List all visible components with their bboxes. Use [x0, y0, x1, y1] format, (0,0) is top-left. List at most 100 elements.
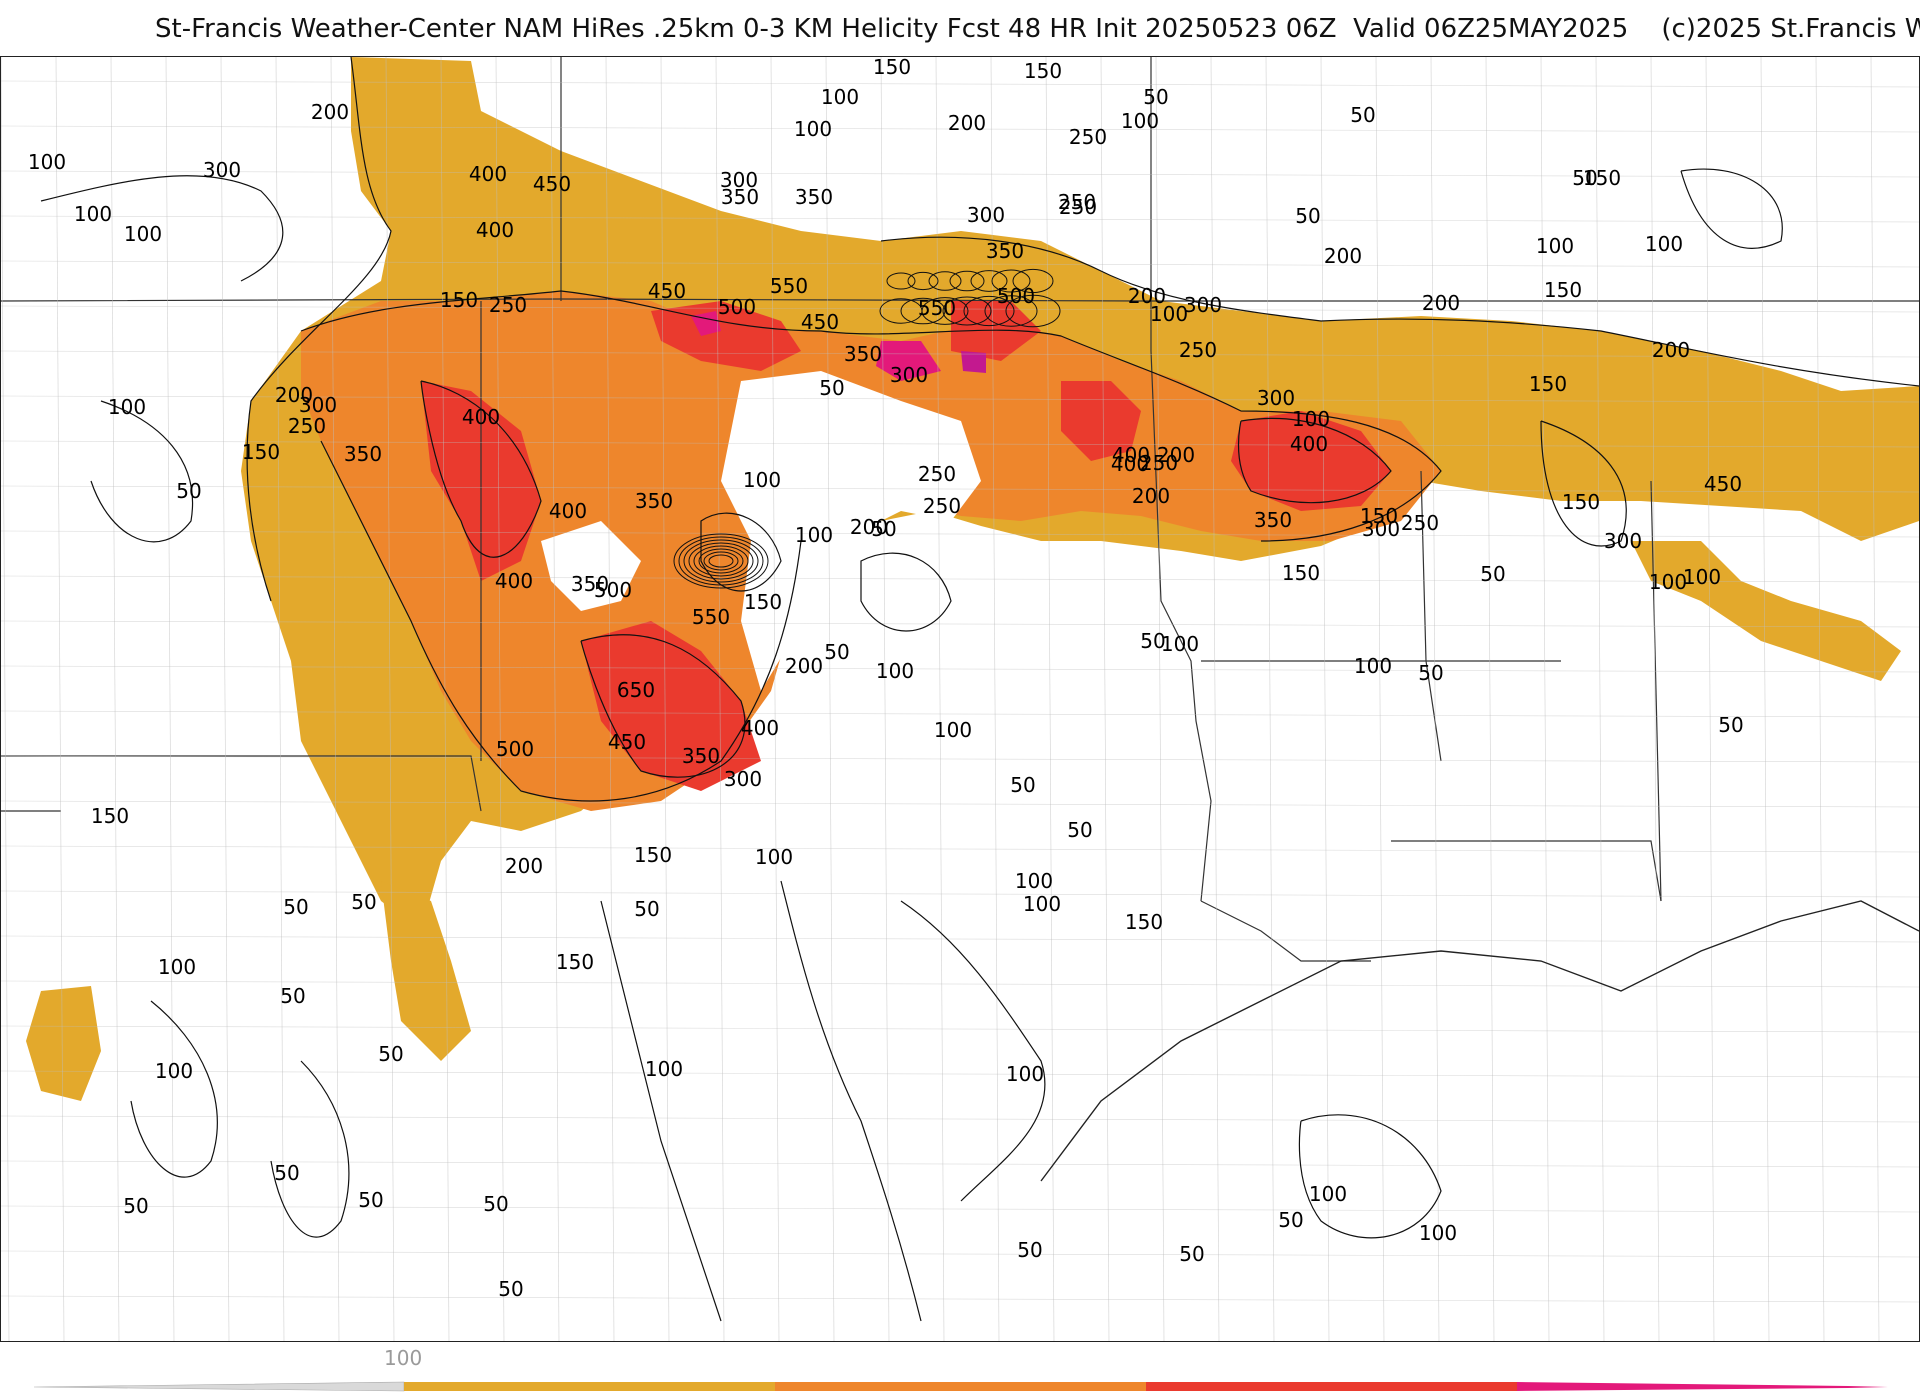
contour-label: 50 [1480, 562, 1505, 586]
contour-label: 50 [1418, 661, 1443, 685]
helicity-contour [1680, 168, 1783, 249]
county-border [1, 1250, 1919, 1258]
contour-label: 50 [1179, 1242, 1204, 1266]
contour-label: 250 [1179, 338, 1217, 362]
state-border [1420, 470, 1442, 762]
contour-label: 350 [1254, 508, 1292, 532]
contour-label: 300 [203, 158, 241, 182]
contour-label: 50 [1067, 818, 1092, 842]
state-border [1200, 900, 1371, 962]
contour-label: 200 [275, 383, 313, 407]
contour-label: 150 [634, 843, 672, 867]
helicity-contour [246, 57, 392, 602]
helicity-contour [600, 900, 722, 1322]
contour-label: 50 [1295, 204, 1320, 228]
helicity-contour [270, 1060, 350, 1238]
contour-label: 100 [1649, 570, 1687, 594]
helicity-contour [991, 269, 1031, 293]
contour-label: 150 [1544, 278, 1582, 302]
helicity-fill-area [951, 301, 1041, 361]
contour-label: 350 [344, 442, 382, 466]
county-border [1, 350, 1919, 358]
contour-label: 100 [1023, 892, 1061, 916]
helicity-contour [580, 634, 746, 778]
contour-label: 550 [918, 296, 956, 320]
contour-label: 300 [1362, 517, 1400, 541]
contour-label: 250 [1069, 125, 1107, 149]
contour-label: 350 [844, 342, 882, 366]
contour-label: 100 [645, 1057, 683, 1081]
contour-label: 150 [91, 804, 129, 828]
contour-label: 350 [795, 185, 833, 209]
helicity-contour [90, 400, 193, 543]
contour-label: 200 [785, 654, 823, 678]
helicity-fill-layer [26, 57, 1919, 1101]
contour-label: 300 [890, 363, 928, 387]
contour-label: 250 [1140, 451, 1178, 475]
contour-label: 300 [1604, 529, 1642, 553]
contour-label: 100 [934, 718, 972, 742]
contour-label: 400 [1111, 452, 1149, 476]
helicity-contour [942, 296, 992, 326]
helicity-fill-area [381, 881, 471, 1061]
map-title: St-Francis Weather-Center NAM HiRes .25k… [155, 14, 1920, 44]
county-border [385, 57, 395, 1341]
helicity-contour [970, 270, 1008, 292]
color-legend: 100 [0, 1342, 1920, 1400]
helicity-fill-area [301, 291, 1441, 811]
county-border [550, 57, 560, 1341]
contour-label: 550 [692, 605, 730, 629]
contour-label: 150 [1562, 490, 1600, 514]
contour-label: 200 [1132, 484, 1170, 508]
county-border [1, 57, 10, 1341]
contour-label: 300 [967, 203, 1005, 227]
contour-label: 100 [155, 1059, 193, 1083]
contour-label: 400 [469, 162, 507, 186]
contour-label: 200 [1324, 244, 1362, 268]
helicity-map: 150 150 50 100 200 100 50 100 250 100 200 100 300 300… [1, 57, 1919, 1341]
contour-label: 50 [1278, 1208, 1303, 1232]
contour-label: 150 [1360, 504, 1398, 528]
legend-band [1517, 1382, 1888, 1391]
county-border [1, 845, 1919, 853]
contour-label: 200 [1128, 284, 1166, 308]
contour-label: 200 [1157, 443, 1195, 467]
contour-labels: 150 150 50 100 200 100 50 100 250 100 200 100 300 300… [28, 57, 1744, 1301]
helicity-contour [703, 551, 739, 571]
helicity-contour [40, 175, 284, 282]
county-border [1, 1115, 1919, 1123]
county-border [1, 530, 1919, 538]
county-border [1, 305, 1919, 313]
contour-label: 50 [1143, 85, 1168, 109]
contour-label: 100 [124, 222, 162, 246]
contour-label: 450 [533, 172, 571, 196]
helicity-contour [921, 297, 969, 325]
contour-label: 200 [1652, 338, 1690, 362]
helicity-fill-area [961, 351, 986, 373]
contour-label: 300 [1184, 293, 1222, 317]
contour-label: 150 [440, 288, 478, 312]
contour-label: 350 [571, 572, 609, 596]
contour-label: 350 [721, 185, 759, 209]
county-border [1, 170, 1919, 178]
county-border [220, 57, 230, 1341]
legend-first-tick: 100 [384, 1346, 423, 1370]
legend-colorbar [33, 1381, 1888, 1392]
contour-label: 300 [720, 168, 758, 192]
contour-label: 250 [1058, 190, 1096, 214]
contour-label: 150 [1282, 561, 1320, 585]
contour-label: 200 [1422, 291, 1460, 315]
contour-label: 50 [871, 517, 896, 541]
helicity-contour [860, 552, 952, 632]
county-border [1045, 57, 1055, 1341]
contour-label: 450 [648, 279, 686, 303]
helicity-contour [1540, 420, 1627, 547]
contour-label: 50 [283, 895, 308, 919]
county-border [1210, 57, 1220, 1341]
county-border [1705, 57, 1715, 1341]
contour-label: 100 [1536, 234, 1574, 258]
contour-label: 50 [280, 984, 305, 1008]
contour-label: 100 [795, 523, 833, 547]
county-border [165, 57, 175, 1341]
contour-label: 150 [1024, 59, 1062, 83]
